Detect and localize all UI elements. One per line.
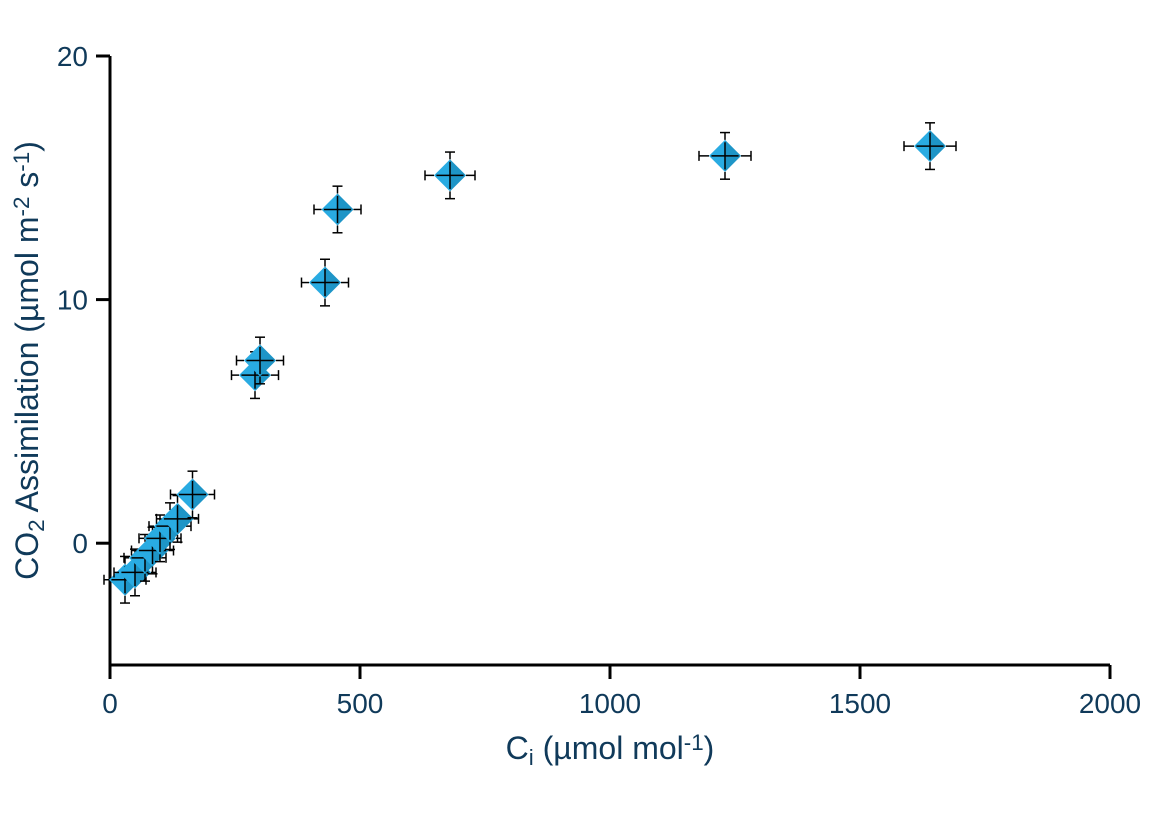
chart-svg: 0 500 1000 1500 2000 0 10 20 Ci (µmol mol-1) CO2 … — [0, 0, 1162, 828]
x-tick-label: 1500 — [829, 688, 891, 719]
x-tick-label: 2000 — [1079, 688, 1141, 719]
y-tick-label: 10 — [57, 285, 88, 316]
chart-container: 0 500 1000 1500 2000 0 10 20 Ci (µmol mol-1) CO2 … — [0, 0, 1162, 828]
x-tick-label: 500 — [337, 688, 384, 719]
x-tick-label: 1000 — [579, 688, 641, 719]
data-point — [425, 152, 475, 199]
y-axis-title: CO2 Assimilation (µmol m-2 s-1) — [9, 141, 49, 580]
y-tick-label: 20 — [57, 41, 88, 72]
y-tick-label: 0 — [72, 528, 88, 559]
data-point — [302, 259, 349, 306]
x-tick-label: 0 — [102, 688, 118, 719]
data-point — [699, 133, 751, 180]
x-axis-title: Ci (µmol mol-1) — [506, 730, 715, 770]
data-point — [314, 186, 361, 233]
data-point — [904, 123, 956, 170]
